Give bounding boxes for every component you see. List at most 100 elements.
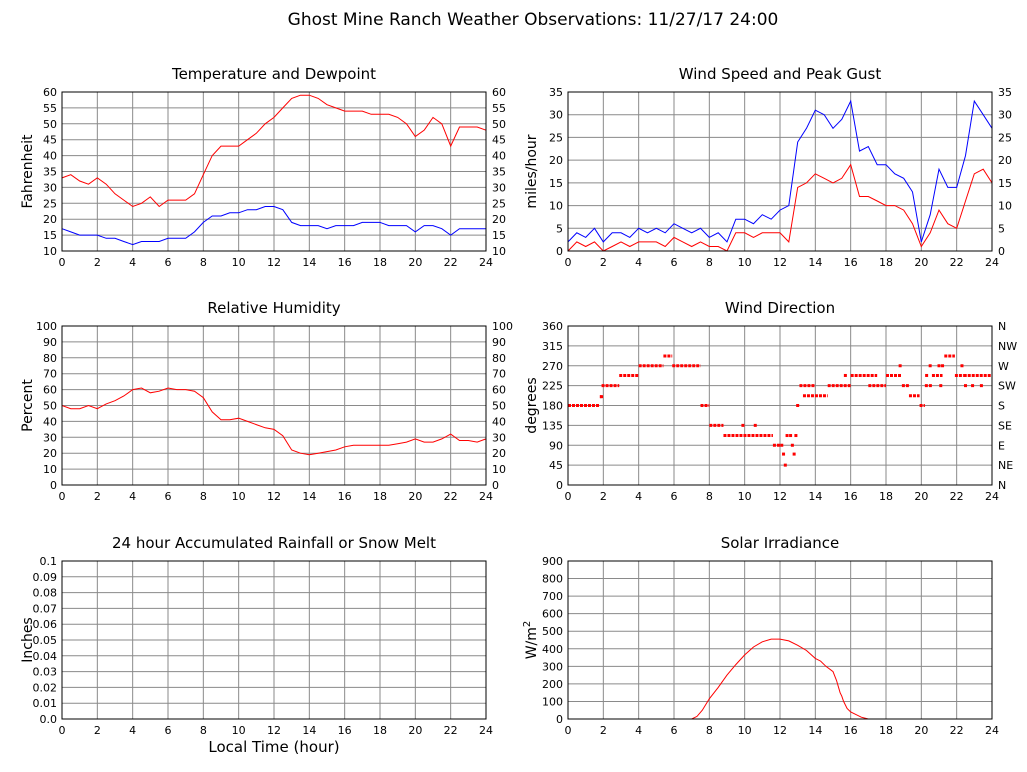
y-tick-label: 60 — [43, 384, 57, 397]
x-tick-label: 12 — [267, 490, 281, 503]
y-tick-label: 0.07 — [33, 602, 58, 615]
y-tick-label: 35 — [43, 166, 57, 179]
x-tick-label: 12 — [773, 724, 787, 737]
y-tick-label-right: W — [998, 360, 1009, 373]
x-tick-label: 22 — [444, 724, 458, 737]
x-tick-label: 12 — [773, 256, 787, 269]
x-tick-label: 16 — [338, 256, 352, 269]
x-tick-label: 0 — [565, 490, 572, 503]
y-tick-label-right: 25 — [492, 197, 506, 210]
y-tick-label: 100 — [36, 320, 57, 333]
x-tick-label: 24 — [479, 256, 493, 269]
y-tick-label-right: 10 — [492, 463, 506, 476]
x-tick-label: 6 — [165, 256, 172, 269]
direction-point — [780, 443, 784, 447]
y-tick-label: 0.02 — [33, 681, 58, 694]
x-tick-label: 14 — [808, 724, 822, 737]
y-tick-label-right: N — [998, 479, 1006, 492]
x-tick-label: 18 — [879, 256, 893, 269]
chart-title: Temperature and Dewpoint — [171, 65, 376, 83]
x-tick-label: 24 — [479, 724, 493, 737]
x-tick-label: 22 — [444, 256, 458, 269]
y-tick-label: 45 — [549, 459, 563, 472]
x-tick-label: 14 — [302, 256, 316, 269]
y-tick-label-right: 10 — [998, 200, 1012, 213]
direction-point — [843, 373, 847, 377]
x-tick-label: 14 — [808, 490, 822, 503]
x-tick-label: 2 — [600, 724, 607, 737]
direction-point — [925, 373, 929, 377]
y-tick-label: 35 — [549, 86, 563, 99]
x-tick-label: 16 — [844, 724, 858, 737]
direction-point — [783, 463, 787, 467]
y-tick-label: 225 — [542, 380, 563, 393]
y-tick-label: 15 — [43, 229, 57, 242]
plot-frame — [567, 325, 993, 486]
direction-point — [964, 384, 967, 388]
y-axis-label: W/m2 — [522, 621, 540, 660]
chart-title: Wind Speed and Peak Gust — [679, 65, 882, 83]
y-tick-label-right: 60 — [492, 86, 506, 99]
y-tick-label-right: 40 — [492, 150, 506, 163]
y-tick-label-right: 5 — [998, 222, 1005, 235]
y-tick-label-right: NE — [998, 459, 1013, 472]
y-tick-label-right: 60 — [492, 384, 506, 397]
direction-point — [979, 384, 983, 388]
x-tick-label: 0 — [59, 724, 66, 737]
y-tick-label: 300 — [542, 660, 563, 673]
y-tick-label-right: 35 — [998, 86, 1012, 99]
y-tick-label: 0.01 — [33, 697, 58, 710]
x-tick-label: 6 — [165, 724, 172, 737]
direction-point — [794, 434, 798, 438]
plot-frame — [61, 325, 487, 486]
y-tick-label: 180 — [542, 400, 563, 413]
x-tick-label: 4 — [129, 256, 136, 269]
y-axis-label: Percent — [20, 379, 36, 432]
x-tick-label: 22 — [950, 490, 964, 503]
y-tick-label: 90 — [43, 336, 57, 349]
x-tick-label: 2 — [94, 490, 101, 503]
x-tick-label: 10 — [738, 256, 752, 269]
x-tick-label: 18 — [879, 490, 893, 503]
y-tick-label-right: 50 — [492, 400, 506, 413]
x-tick-label: 2 — [94, 724, 101, 737]
y-tick-label: 50 — [43, 400, 57, 413]
x-tick-label: 10 — [232, 256, 246, 269]
y-tick-label-right: 100 — [492, 320, 513, 333]
y-tick-label-right: SE — [998, 419, 1012, 432]
y-tick-label: 30 — [549, 109, 563, 122]
direction-point — [796, 404, 800, 407]
y-axis-label: Inches — [20, 617, 36, 662]
y-axis-label-superscript: 2 — [522, 621, 533, 627]
x-tick-label: 20 — [914, 256, 928, 269]
x-tick-label: 20 — [914, 490, 928, 503]
plot-frame — [567, 91, 993, 252]
y-tick-label-right: 20 — [998, 154, 1012, 167]
chart-title: Relative Humidity — [207, 299, 340, 317]
direction-point — [600, 395, 604, 399]
y-tick-label: 315 — [542, 340, 563, 353]
y-tick-label: 90 — [549, 439, 563, 452]
x-tick-label: 12 — [267, 724, 281, 737]
y-tick-label-right: 30 — [492, 431, 506, 444]
y-tick-label-right: 70 — [492, 368, 506, 381]
y-tick-label: 10 — [43, 245, 57, 258]
x-tick-label: 24 — [985, 724, 999, 737]
direction-point — [898, 364, 902, 368]
y-tick-label: 55 — [43, 102, 57, 115]
x-tick-label: 14 — [808, 256, 822, 269]
y-tick-label: 400 — [542, 643, 563, 656]
y-tick-label-right: 90 — [492, 336, 506, 349]
y-tick-label-right: 80 — [492, 352, 506, 365]
y-tick-label: 30 — [43, 431, 57, 444]
direction-point — [785, 434, 789, 438]
y-tick-label-right: 50 — [492, 118, 506, 131]
y-tick-label-right: 15 — [492, 229, 506, 242]
y-tick-label-right: 25 — [998, 131, 1012, 144]
x-tick-label: 2 — [94, 256, 101, 269]
y-tick-label: 20 — [43, 213, 57, 226]
y-tick-label: 0.05 — [33, 634, 58, 647]
direction-point — [960, 364, 964, 368]
direction-point — [941, 364, 945, 368]
